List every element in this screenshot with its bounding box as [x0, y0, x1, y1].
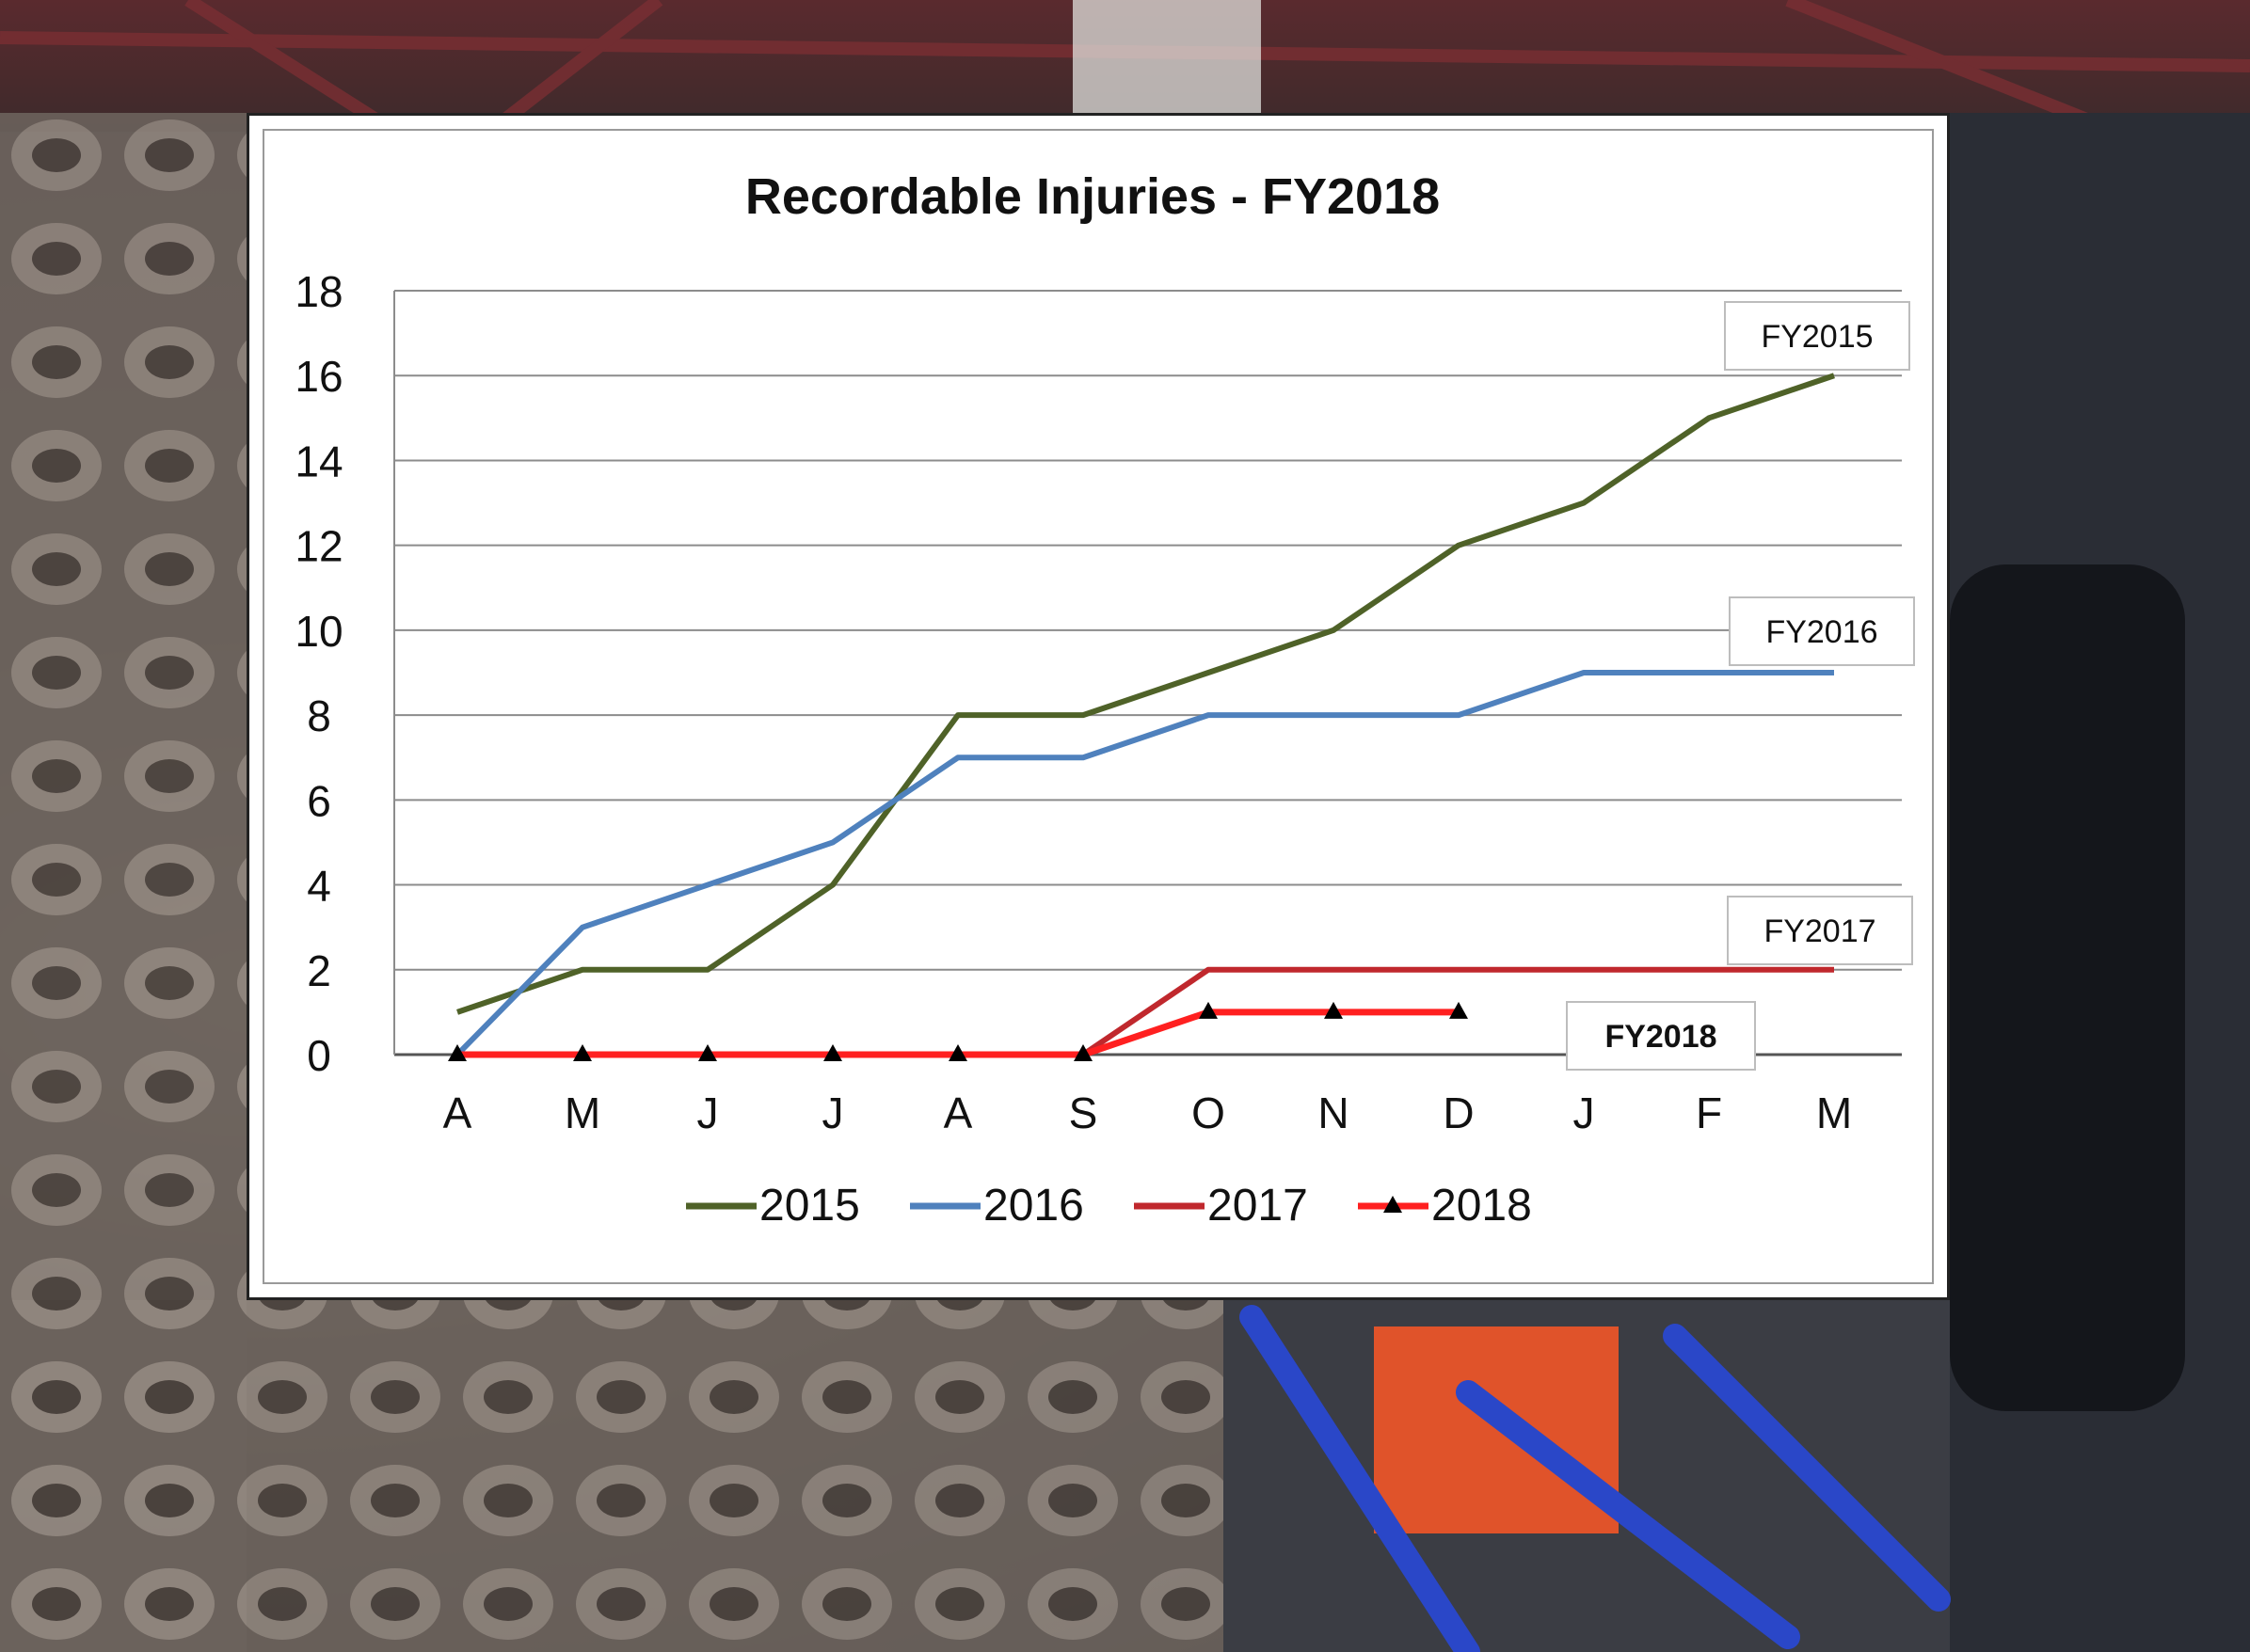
x-tick-label: J [822, 1088, 844, 1137]
legend: 2015 2016 2017 2018 [686, 1181, 1532, 1231]
line-chart: Recordable Injuries - FY2018 0 2 4 6 8 10 12 14… [295, 168, 1915, 1231]
x-tick-label: M [1816, 1088, 1852, 1137]
legend-label-2016: 2016 [983, 1181, 1084, 1231]
y-tick-label: 4 [307, 862, 331, 911]
y-tick-label: 16 [295, 352, 343, 401]
legend-label-2015: 2015 [759, 1181, 860, 1231]
data-point-marker [1449, 1001, 1468, 1019]
annotation-box [1727, 896, 1913, 965]
x-tick-label: O [1191, 1088, 1225, 1137]
annotation-label: FY2016 [1765, 614, 1877, 650]
series-line-2016 [455, 670, 1834, 1057]
annotation-label: FY2018 [1604, 1019, 1716, 1055]
y-tick-label: 14 [295, 437, 343, 485]
series-annotations: FY2015 FY2016 FY2017 FY2018 [1566, 301, 1915, 1071]
y-tick-label: 2 [307, 946, 331, 995]
annotation-label: FY2017 [1763, 913, 1875, 949]
x-tick-label: N [1317, 1088, 1348, 1137]
data-point-marker [1324, 1001, 1343, 1019]
x-tick-label: M [565, 1088, 600, 1137]
x-tick-label: S [1069, 1088, 1098, 1137]
y-tick-label: 8 [307, 691, 331, 740]
chart-panel: Recordable Injuries - FY2018 0 2 4 6 8 10 12 14… [247, 113, 1950, 1300]
chart-title: Recordable Injuries - FY2018 [745, 168, 1440, 225]
x-tick-label: D [1443, 1088, 1474, 1137]
x-tick-label: J [697, 1088, 719, 1137]
series-line-2015 [456, 373, 1835, 1015]
x-tick-label: A [944, 1088, 973, 1137]
annotation-box [1566, 1001, 1756, 1071]
series-lines [455, 373, 1835, 1058]
x-tick-label: F [1696, 1088, 1722, 1137]
data-point-marker [1199, 1001, 1218, 1019]
data-point-marker [573, 1044, 592, 1061]
y-tick-label: 6 [307, 776, 331, 825]
y-tick-label: 0 [307, 1031, 331, 1080]
legend-marker [1383, 1196, 1402, 1213]
y-tick-label: 18 [295, 267, 343, 316]
x-tick-label: J [1573, 1088, 1595, 1137]
annotation-box [1729, 596, 1915, 666]
annotation-box [1724, 301, 1910, 371]
y-tick-label: 10 [295, 607, 343, 656]
data-point-marker [1074, 1044, 1093, 1061]
data-point-marker [823, 1044, 842, 1061]
data-point-marker [698, 1044, 717, 1061]
data-point-marker [448, 1044, 467, 1061]
legend-label-2018: 2018 [1431, 1181, 1532, 1231]
y-axis-ticks: 0 2 4 6 8 10 12 14 16 18 [295, 267, 343, 1080]
y-tick-label: 12 [295, 522, 343, 571]
x-tick-label: A [443, 1088, 472, 1137]
data-point-marker [949, 1044, 967, 1061]
chart-area: Recordable Injuries - FY2018 0 2 4 6 8 10 12 14… [263, 129, 1934, 1284]
series-markers [448, 1001, 1468, 1061]
legend-label-2017: 2017 [1207, 1181, 1308, 1231]
annotation-label: FY2015 [1761, 319, 1873, 355]
